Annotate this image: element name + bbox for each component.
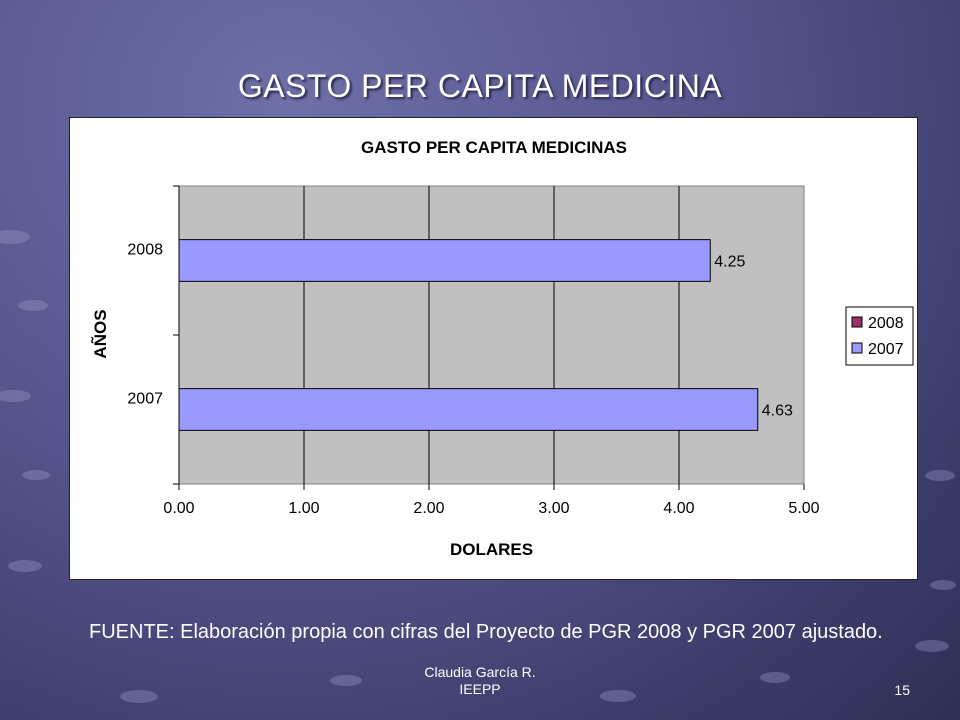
background-decoration (925, 470, 955, 481)
bar-chart: GASTO PER CAPITA MEDICINAS 0.00 1.00 2.00 3.… (90, 138, 914, 559)
plot-area (178, 185, 805, 485)
footer-author: Claudia García R. IEEPP (380, 664, 580, 698)
legend-swatch-2007 (851, 342, 863, 354)
source-note: FUENTE: Elaboración propia con cifras de… (89, 621, 883, 643)
background-decoration (930, 580, 956, 590)
chart-title: GASTO PER CAPITA MEDICINAS (361, 138, 627, 157)
x-tick-label: 3.00 (538, 500, 569, 517)
x-tick-label: 5.00 (788, 500, 819, 517)
footer-author-name: Claudia García R. (424, 664, 536, 680)
background-decoration (8, 560, 42, 572)
background-decoration (22, 470, 50, 480)
bar-2008 (178, 239, 711, 282)
x-tick-label: 0.00 (163, 500, 194, 517)
bar-2007 (178, 388, 759, 431)
y-tick-label: 2007 (127, 391, 163, 408)
page-number: 15 (894, 682, 910, 698)
x-tick-label: 1.00 (288, 500, 319, 517)
footer-organization: IEEPP (459, 681, 501, 697)
background-decoration (915, 640, 949, 652)
y-axis-title: AÑOS (90, 309, 110, 358)
data-label: 4.63 (762, 403, 793, 420)
y-tick-label: 2008 (127, 242, 163, 259)
legend-label: 2007 (868, 341, 904, 358)
background-decoration (330, 675, 362, 686)
background-decoration (760, 672, 790, 683)
legend-box (845, 306, 914, 366)
data-label: 4.25 (714, 254, 745, 271)
x-axis-title: DOLARES (450, 540, 533, 559)
background-decoration (18, 300, 48, 311)
legend-swatch-2008 (851, 316, 863, 328)
background-decoration (120, 690, 158, 703)
background-decoration (600, 690, 636, 702)
background-decoration (0, 230, 30, 244)
background-decoration (0, 390, 31, 402)
slide-title: GASTO PER CAPITA MEDICINA (237, 68, 723, 104)
chart-container: GASTO PER CAPITA MEDICINAS 0.00 1.00 2.00 3.… (69, 117, 918, 580)
x-tick-label: 4.00 (663, 500, 694, 517)
legend-label: 2008 (868, 315, 904, 332)
x-tick-label: 2.00 (413, 500, 444, 517)
